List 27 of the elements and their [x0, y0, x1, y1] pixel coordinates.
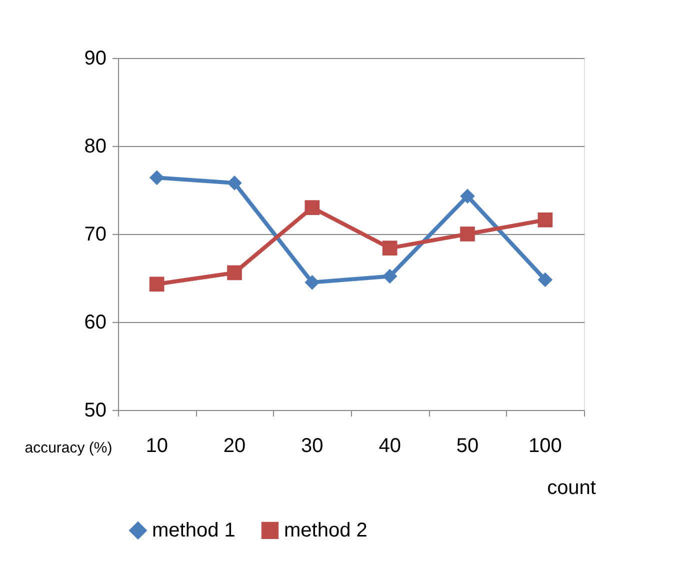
- x-tick-label: 100: [528, 435, 562, 457]
- point: [382, 240, 398, 256]
- x-tick-label: 40: [378, 435, 401, 457]
- y-tick-label: 70: [84, 224, 106, 246]
- point: [227, 265, 242, 280]
- point: [304, 274, 320, 290]
- x-tick-label: 50: [456, 435, 479, 457]
- point: [149, 276, 164, 292]
- legend-label: method 2: [284, 519, 368, 542]
- point: [149, 170, 164, 186]
- x-axis-title: count: [547, 477, 596, 499]
- point: [382, 268, 398, 284]
- y-tick-label: 90: [84, 48, 106, 70]
- legend-label: method 1: [152, 519, 236, 542]
- point: [538, 212, 553, 228]
- y-tick-label: 60: [84, 312, 106, 334]
- point: [304, 200, 320, 216]
- point: [460, 188, 475, 204]
- x-tick-label: 30: [301, 435, 324, 457]
- y-tick-label: 50: [84, 400, 106, 422]
- point: [538, 272, 553, 288]
- y-axis-title: accuracy (%): [24, 440, 112, 456]
- x-tick-label: 10: [146, 435, 168, 457]
- x-tick-label: 20: [223, 435, 246, 457]
- point: [460, 226, 475, 242]
- y-tick-label: 80: [84, 136, 106, 158]
- point: [227, 176, 242, 190]
